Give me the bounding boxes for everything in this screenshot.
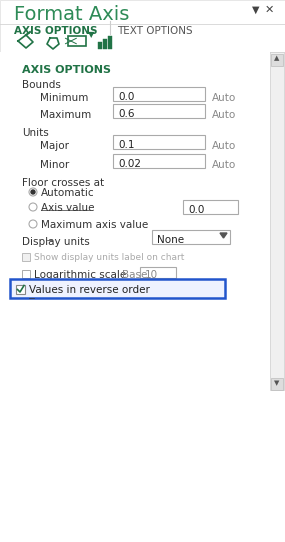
FancyBboxPatch shape	[0, 52, 270, 390]
Text: Maximum axis value: Maximum axis value	[41, 220, 148, 230]
Text: AXIS OPTIONS: AXIS OPTIONS	[14, 26, 97, 36]
Text: Axis value: Axis value	[41, 203, 95, 213]
Text: 0.0: 0.0	[188, 205, 204, 215]
FancyBboxPatch shape	[183, 200, 238, 214]
FancyBboxPatch shape	[152, 230, 230, 244]
FancyBboxPatch shape	[22, 270, 30, 278]
FancyBboxPatch shape	[113, 104, 205, 118]
Text: ▼: ▼	[88, 30, 95, 39]
Text: Logarithmic scale: Logarithmic scale	[34, 270, 126, 280]
FancyBboxPatch shape	[271, 54, 283, 66]
Text: Major: Major	[40, 141, 69, 151]
Circle shape	[31, 190, 35, 194]
Text: 0.0: 0.0	[118, 92, 134, 102]
FancyBboxPatch shape	[270, 52, 284, 390]
Text: Base: Base	[122, 270, 147, 280]
FancyBboxPatch shape	[10, 279, 225, 298]
Text: ✕: ✕	[265, 5, 274, 15]
Text: 0.6: 0.6	[118, 109, 135, 119]
Text: Automatic: Automatic	[41, 188, 95, 198]
Text: AXIS OPTIONS: AXIS OPTIONS	[22, 65, 111, 75]
FancyBboxPatch shape	[68, 36, 86, 46]
Text: Floor crosses at: Floor crosses at	[22, 178, 104, 188]
FancyBboxPatch shape	[16, 285, 25, 294]
FancyBboxPatch shape	[22, 253, 30, 261]
Text: Auto: Auto	[212, 160, 236, 170]
FancyBboxPatch shape	[113, 154, 205, 168]
Text: Minor: Minor	[40, 160, 69, 170]
Text: Minimum: Minimum	[40, 93, 88, 103]
Text: 10: 10	[145, 270, 158, 280]
FancyBboxPatch shape	[140, 267, 176, 278]
FancyBboxPatch shape	[271, 378, 283, 390]
Polygon shape	[103, 48, 117, 52]
Text: 0.1: 0.1	[118, 140, 135, 150]
FancyBboxPatch shape	[103, 39, 107, 49]
Text: Units: Units	[22, 128, 49, 138]
Text: ▼: ▼	[274, 380, 280, 386]
Polygon shape	[12, 66, 19, 74]
Text: Maximum: Maximum	[40, 110, 91, 120]
Text: Display units: Display units	[22, 237, 90, 247]
FancyBboxPatch shape	[0, 0, 285, 52]
Text: None: None	[157, 235, 184, 245]
Text: Auto: Auto	[212, 93, 236, 103]
Text: Auto: Auto	[212, 110, 236, 120]
Text: 0.02: 0.02	[118, 159, 141, 169]
Polygon shape	[220, 233, 227, 238]
Text: Bounds: Bounds	[22, 80, 61, 90]
Text: TEXT OPTIONS: TEXT OPTIONS	[117, 26, 193, 36]
Text: Values in reverse order: Values in reverse order	[29, 285, 150, 295]
FancyBboxPatch shape	[113, 87, 205, 101]
Text: ▲: ▲	[274, 55, 280, 61]
Text: Format Axis: Format Axis	[14, 5, 129, 24]
Text: Show display units label on chart: Show display units label on chart	[34, 253, 184, 262]
Text: Auto: Auto	[212, 141, 236, 151]
FancyBboxPatch shape	[98, 42, 102, 49]
FancyBboxPatch shape	[108, 36, 112, 49]
FancyBboxPatch shape	[113, 135, 205, 149]
Text: ▼: ▼	[252, 5, 260, 15]
